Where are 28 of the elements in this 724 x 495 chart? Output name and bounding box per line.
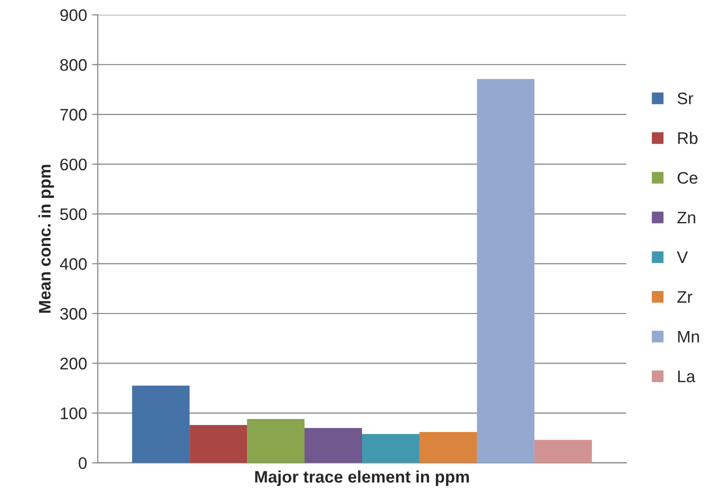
y-tick-label: 500 [60, 208, 87, 220]
legend-label: Ce [678, 172, 698, 184]
y-tick-label: 0 [78, 457, 87, 470]
legend-label: Sr [678, 92, 694, 104]
bar [304, 428, 362, 463]
x-axis-title: Major trace element in ppm [255, 470, 469, 486]
legend-label: V [676, 252, 688, 263]
y-tick-label: 600 [60, 158, 87, 170]
legend-label: Mn [678, 330, 699, 342]
legend-label: Rb [678, 132, 698, 144]
y-tick-label: 300 [60, 308, 87, 320]
y-tick-label: 800 [60, 59, 87, 71]
y-tick-label: 200 [60, 358, 87, 370]
legend-label: La [678, 370, 696, 382]
bar [190, 424, 248, 463]
y-tick-label: 700 [60, 108, 87, 121]
legend-label: Zn [677, 212, 696, 224]
legend-label: Zr [677, 291, 692, 303]
bar [534, 440, 592, 463]
bar [247, 419, 305, 463]
bar [419, 432, 477, 463]
y-tick-label: 900 [60, 9, 87, 22]
y-tick-label: 100 [60, 407, 87, 420]
y-tick-label: 400 [60, 258, 87, 270]
bar [362, 434, 420, 463]
y-axis-title: Mean conc. in ppm [38, 164, 54, 313]
bar [476, 79, 534, 463]
bar [132, 386, 190, 463]
